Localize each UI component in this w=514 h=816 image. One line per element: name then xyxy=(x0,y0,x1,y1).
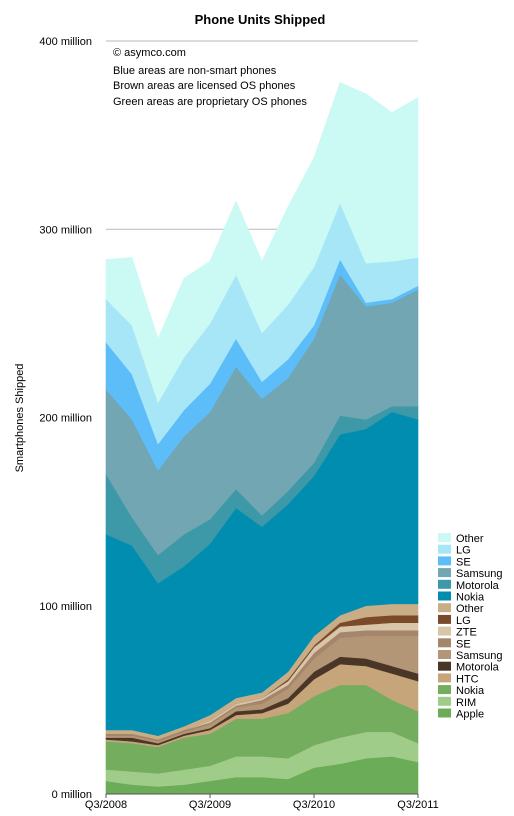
x-tick-label-2: Q3/2010 xyxy=(293,799,335,811)
legend-swatch-4 xyxy=(438,579,451,589)
x-tick-label-1: Q3/2009 xyxy=(189,799,231,811)
annotations: © asymco.com Blue areas are non-smart ph… xyxy=(113,47,307,108)
legend-label-3: Samsung xyxy=(456,568,502,580)
legend-swatch-2 xyxy=(438,556,451,566)
legend-swatch-0 xyxy=(438,533,451,542)
x-tick-labels: Q3/2008 Q3/2009 Q3/2010 Q3/2011 xyxy=(85,794,439,811)
legend-label-11: Motorola xyxy=(456,662,500,674)
legend-swatch-10 xyxy=(438,650,451,659)
legend-swatch-6 xyxy=(438,603,451,613)
legend-swatch-8 xyxy=(438,626,451,636)
legend-swatch-3 xyxy=(438,568,451,578)
annotation-brown: Brown areas are licensed OS phones xyxy=(113,80,296,92)
legend-label-14: RIM xyxy=(456,697,476,709)
annotation-copyright: © asymco.com xyxy=(113,47,186,59)
legend-label-0: Other xyxy=(456,533,484,545)
legend-label-9: SE xyxy=(456,638,471,650)
legend-swatch-14 xyxy=(438,696,451,706)
y-tick-label-4: 400 million xyxy=(39,36,92,48)
legend-label-4: Motorola xyxy=(456,580,500,592)
legend-label-10: Samsung xyxy=(456,650,502,662)
annotation-green: Green areas are proprietary OS phones xyxy=(113,96,307,108)
legend-label-6: Other xyxy=(456,603,484,615)
legend-swatch-12 xyxy=(438,673,451,683)
legend-swatch-5 xyxy=(438,591,451,601)
legend-label-8: ZTE xyxy=(456,627,477,639)
legend-swatch-13 xyxy=(438,685,451,695)
y-tick-label-0: 0 million xyxy=(52,789,92,801)
legend: OtherLGSESamsungMotorolaNokiaOtherLGZTES… xyxy=(438,533,502,721)
legend-swatch-7 xyxy=(438,614,451,624)
stacked-areas xyxy=(105,82,419,795)
legend-label-2: SE xyxy=(456,556,471,568)
legend-swatch-1 xyxy=(438,544,451,554)
legend-swatch-15 xyxy=(438,708,451,718)
legend-label-1: LG xyxy=(456,545,471,557)
legend-label-12: HTC xyxy=(456,673,479,685)
annotation-blue: Blue areas are non-smart phones xyxy=(113,65,277,77)
legend-swatch-9 xyxy=(438,638,451,648)
y-tick-label-2: 200 million xyxy=(39,413,92,425)
y-tick-label-3: 300 million xyxy=(39,224,92,236)
legend-label-7: LG xyxy=(456,615,471,627)
x-tick-label-0: Q3/2008 xyxy=(85,799,127,811)
legend-swatch-11 xyxy=(438,661,451,671)
x-tick-label-3: Q3/2011 xyxy=(397,799,438,811)
legend-label-15: Apple xyxy=(456,709,484,721)
y-axis-label: Smartphones Shipped xyxy=(14,364,26,473)
y-tick-label-1: 100 million xyxy=(39,601,92,613)
chart-title: Phone Units Shipped xyxy=(195,12,326,27)
y-tick-labels: 0 million 100 million 200 million 300 milli… xyxy=(39,36,92,801)
area-15-other xyxy=(105,82,419,404)
legend-label-5: Nokia xyxy=(456,592,485,604)
legend-label-13: Nokia xyxy=(456,685,485,697)
